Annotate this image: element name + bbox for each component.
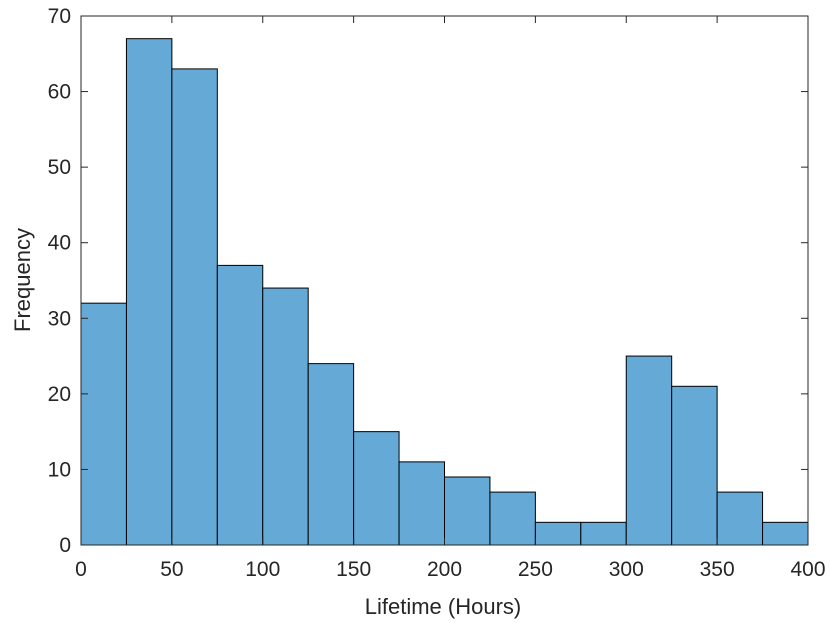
histogram-bar <box>216 264 264 546</box>
x-tick-label: 50 <box>160 558 183 581</box>
y-tick-label: 10 <box>48 458 71 481</box>
x-tick-label: 350 <box>700 558 735 581</box>
x-axis-label: Lifetime (Hours) <box>365 594 521 619</box>
ticks-layer: 0 50 100 150 200 250 300 350 400 0 10 20 30 40 50 60 70 <box>48 5 826 581</box>
x-tick-label: 100 <box>245 558 280 581</box>
histogram-bar <box>716 491 764 546</box>
x-tick-label: 400 <box>790 558 825 581</box>
histogram-bar <box>444 476 491 546</box>
y-axis-label: Frequency <box>10 228 35 332</box>
histogram-bar <box>262 287 309 546</box>
histogram-bar <box>762 521 809 546</box>
histogram-bar <box>353 431 400 546</box>
y-tick-label: 70 <box>48 5 71 28</box>
histogram-bar <box>580 521 627 546</box>
x-tick-label: 250 <box>518 558 553 581</box>
x-tick-label: 200 <box>427 558 462 581</box>
histogram-bar <box>125 38 173 546</box>
y-tick-label: 30 <box>48 307 71 330</box>
histogram-bar <box>534 521 582 546</box>
histogram-bar <box>80 302 127 546</box>
histogram-bar <box>398 461 445 546</box>
y-tick-label: 40 <box>48 232 71 255</box>
y-tick-label: 0 <box>59 534 71 557</box>
histogram-bar <box>307 363 355 546</box>
y-tick-label: 60 <box>48 81 71 104</box>
bars-layer <box>80 38 809 546</box>
histogram-bar <box>489 491 536 546</box>
x-tick-label: 300 <box>609 558 644 581</box>
histogram-bar <box>671 385 718 546</box>
histogram-bar <box>625 355 673 546</box>
x-tick-label: 0 <box>75 558 87 581</box>
y-tick-label: 50 <box>48 156 71 179</box>
x-tick-label: 150 <box>336 558 371 581</box>
y-tick-label: 20 <box>48 383 71 406</box>
histogram-bar <box>171 68 218 546</box>
